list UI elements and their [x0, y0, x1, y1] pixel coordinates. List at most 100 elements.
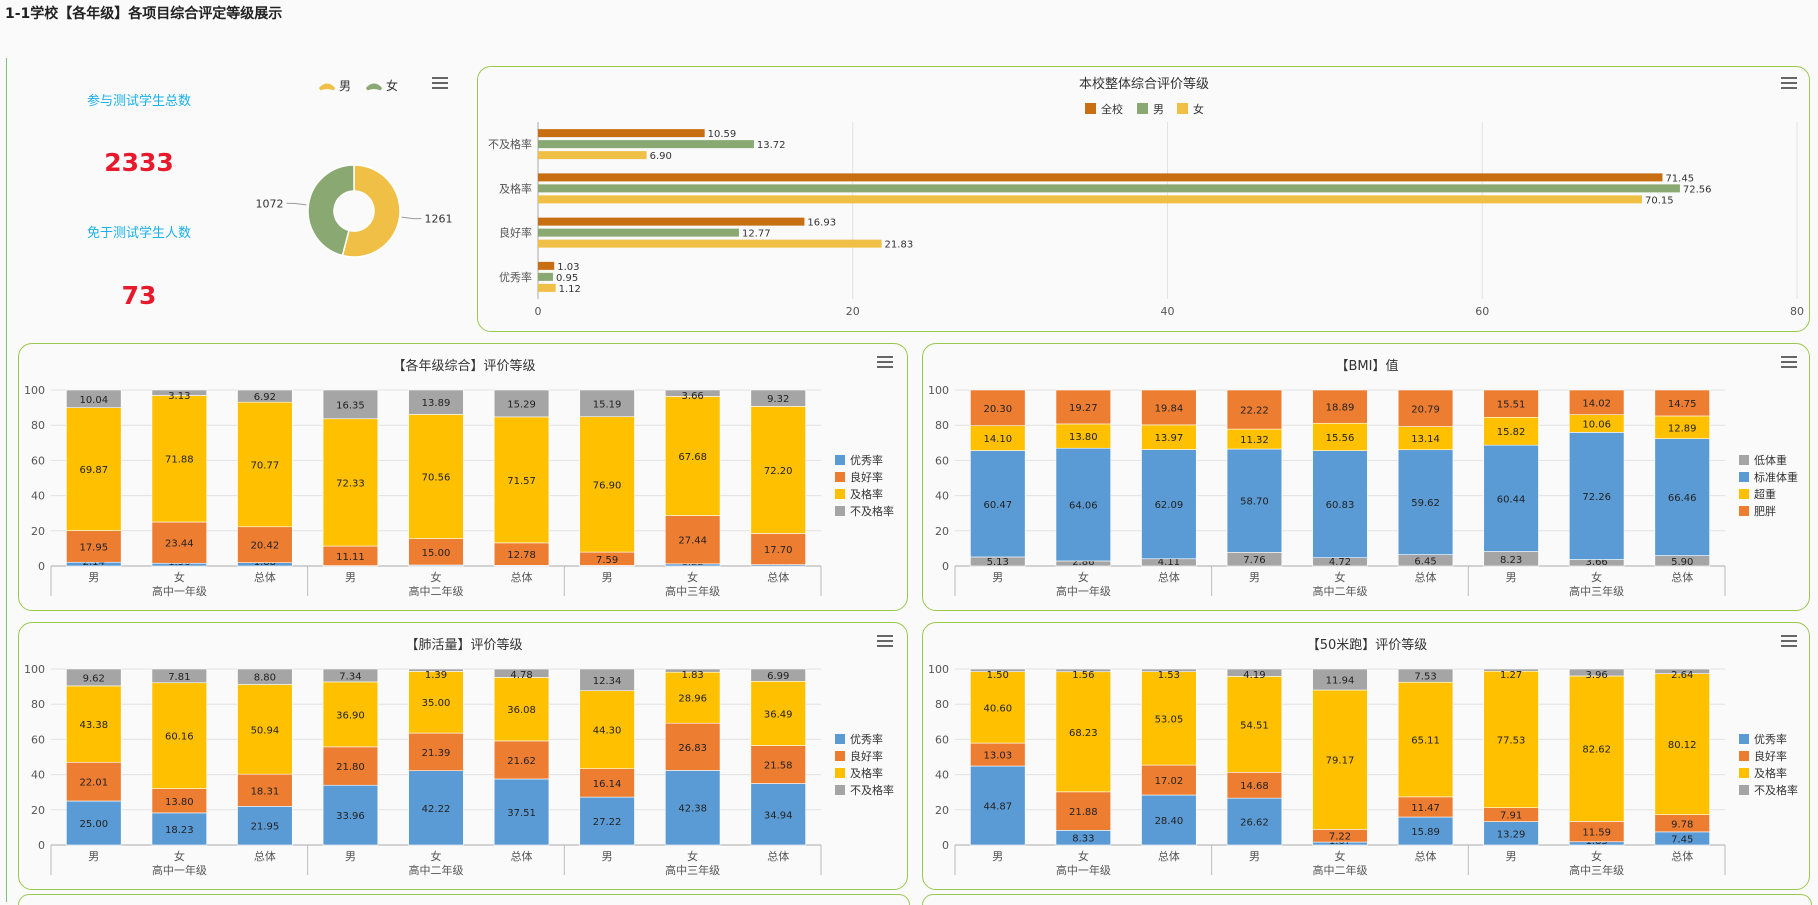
segment-value-label: 67.68: [678, 452, 707, 463]
x-tick-label: 男: [992, 571, 1003, 584]
legend-label: 低体重: [1754, 453, 1787, 467]
bar-value-label: 13.72: [757, 140, 786, 151]
legend-swatch-icon: [1177, 103, 1188, 114]
segment-value-label: 10.06: [1582, 420, 1611, 431]
bar-value-label: 10.59: [708, 129, 737, 140]
bar: [538, 129, 705, 137]
segment-value-label: 8.80: [254, 673, 276, 684]
segment-value-label: 7.34: [339, 671, 361, 682]
legend-label: 优秀率: [1754, 732, 1787, 746]
legend-label: 优秀率: [850, 453, 883, 467]
x-tick-label: 总体: [1158, 570, 1180, 584]
x-tick-label: 男: [345, 571, 356, 584]
segment-value-label: 36.90: [336, 710, 365, 721]
segment-value-label: 7.76: [1243, 555, 1265, 566]
segment-value-label: 18.23: [165, 825, 194, 836]
x-tick-label: 总体: [767, 849, 789, 863]
x-tick-label: 男: [1506, 571, 1517, 584]
donut-menu-icon[interactable]: [432, 77, 448, 89]
segment-value-label: 13.80: [165, 797, 194, 808]
segment-value-label: 15.82: [1497, 427, 1526, 438]
group-label: 高中三年级: [1569, 584, 1624, 598]
segment-value-label: 9.62: [83, 673, 105, 684]
chart-title: 【50米跑】评价等级: [1307, 637, 1428, 653]
segment-value-label: 7.59: [596, 555, 618, 566]
x-tick-label: 0: [535, 305, 542, 318]
bar-value-label: 71.45: [1665, 173, 1694, 184]
bmi-menu-icon[interactable]: [1781, 356, 1797, 368]
total-students-value: 2333: [64, 148, 214, 177]
x-tick-label: 20: [846, 305, 860, 318]
segment-value-label: 18.31: [251, 786, 280, 797]
segment-value-label: 23.44: [165, 539, 194, 550]
segment-value-label: 3.13: [168, 391, 190, 402]
segment-value-label: 2.64: [1671, 670, 1693, 681]
legend-swatch-icon: [1739, 472, 1749, 482]
segment-value-label: 15.19: [593, 399, 622, 410]
segment-value-label: 1.39: [425, 670, 447, 681]
segment-value-label: 58.70: [1240, 497, 1269, 508]
segment-value-label: 43.38: [79, 720, 108, 731]
segment-value-label: 6.99: [767, 671, 789, 682]
segment-value-label: 6.45: [1414, 556, 1436, 567]
segment-value-label: 25.00: [79, 819, 108, 830]
bar: [538, 218, 804, 226]
legend-swatch-icon: [1739, 489, 1749, 499]
x-tick-label: 男: [992, 850, 1003, 863]
bar-value-label: 16.93: [807, 218, 836, 229]
school-overall-menu-icon[interactable]: [1781, 77, 1797, 89]
group-label: 高中二年级: [1313, 863, 1368, 877]
segment-value-label: 70.77: [251, 460, 280, 471]
group-label: 高中一年级: [152, 584, 207, 598]
segment-value-label: 21.58: [764, 761, 793, 772]
segment-value-label: 13.89: [422, 398, 451, 409]
segment-value-label: 42.38: [678, 804, 707, 815]
x-tick-label: 男: [602, 850, 613, 863]
group-label: 高中二年级: [409, 584, 464, 598]
lung-menu-icon[interactable]: [877, 635, 893, 647]
segment-value-label: 13.03: [983, 751, 1012, 762]
segment-value-label: 28.40: [1155, 816, 1184, 827]
segment-value-label: 34.94: [764, 810, 793, 821]
segment-value-label: 11.94: [1326, 676, 1355, 687]
group-label: 高中三年级: [1569, 863, 1624, 877]
legend-swatch-icon: [835, 455, 845, 465]
segment-value-label: 18.89: [1326, 403, 1355, 414]
x-tick-label: 女: [431, 570, 442, 584]
segment-value-label: 14.75: [1668, 399, 1697, 410]
grade-overall-menu-icon[interactable]: [877, 356, 893, 368]
next-panel-stub-left: [18, 894, 910, 905]
segment-value-label: 72.20: [764, 466, 793, 477]
x-tick-label: 女: [1591, 570, 1602, 584]
legend-label: 良好率: [850, 749, 883, 763]
bar: [538, 284, 556, 292]
segment-value-label: 7.53: [1414, 672, 1436, 683]
segment-value-label: 76.90: [593, 480, 622, 491]
segment-value-label: 44.87: [983, 802, 1012, 813]
x-tick-label: 女: [1335, 570, 1346, 584]
y-tick-label: 100: [928, 384, 949, 397]
legend-swatch-icon: [1739, 506, 1749, 516]
x-tick-label: 女: [687, 849, 698, 863]
segment-value-label: 20.79: [1411, 404, 1440, 415]
run50-menu-icon[interactable]: [1781, 635, 1797, 647]
total-students-label: 参与测试学生总数: [64, 90, 214, 109]
x-tick-label: 男: [88, 571, 99, 584]
bmi-chart: 【BMI】值0204060801005.1360.4714.1020.30男2.…: [923, 344, 1811, 612]
bar: [538, 240, 882, 248]
legend-label: 超重: [1754, 487, 1776, 501]
y-tick-label: 20: [935, 525, 949, 538]
legend-swatch-icon: [835, 768, 845, 778]
group-label: 高中二年级: [409, 863, 464, 877]
legend-swatch-icon: [1739, 768, 1749, 778]
x-tick-label: 总体: [1671, 570, 1693, 584]
segment-value-label: 54.51: [1240, 720, 1269, 731]
x-tick-label: 总体: [1415, 849, 1437, 863]
segment-value-label: 16.14: [593, 779, 622, 790]
group-label: 高中三年级: [665, 584, 720, 598]
segment-value-label: 5.90: [1671, 557, 1693, 568]
segment-value-label: 71.88: [165, 455, 194, 466]
bar-value-label: 70.15: [1645, 195, 1674, 206]
legend-label: 不及格率: [1754, 783, 1798, 797]
